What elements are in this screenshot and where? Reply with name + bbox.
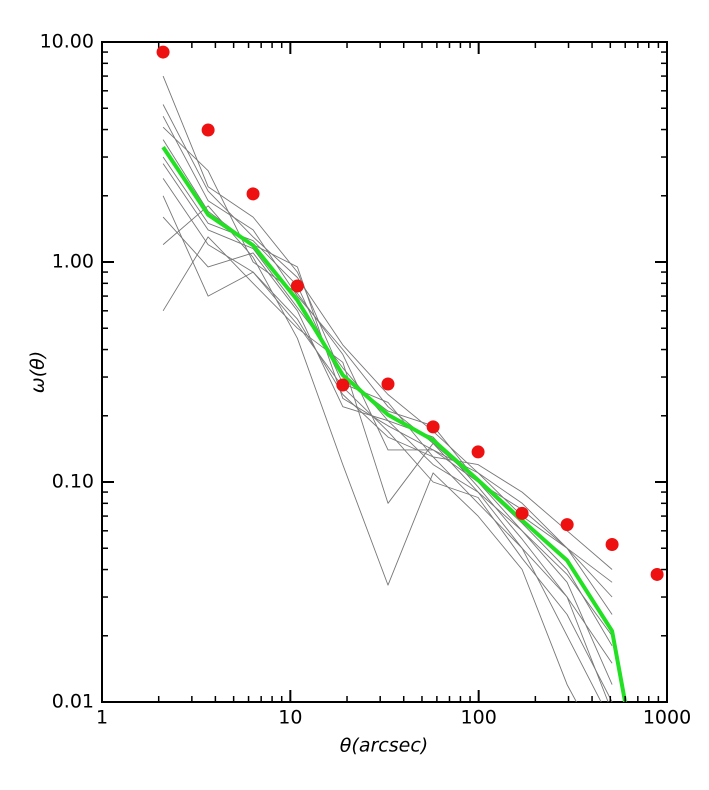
- data-point: [560, 518, 574, 532]
- data-point: [650, 567, 664, 581]
- data-point: [290, 279, 304, 293]
- series-line: [162, 126, 613, 615]
- plot-area: [161, 75, 628, 702]
- data-point: [156, 45, 170, 59]
- data-point: [605, 537, 619, 551]
- series-line: [162, 156, 613, 570]
- series-line: [162, 216, 613, 685]
- series-line: [162, 163, 609, 702]
- y-tick-label: 0.01: [52, 691, 94, 713]
- y-tick-label: 0.10: [52, 471, 94, 493]
- data-point: [381, 377, 395, 391]
- x-axis-label: θ(arcsec): [340, 735, 428, 757]
- y-axis-label: ω(θ): [27, 351, 49, 393]
- plot-frame: [101, 41, 668, 703]
- y-tick-label: 10.00: [40, 31, 94, 53]
- series-line: [161, 145, 628, 702]
- x-tick-label: 100: [461, 707, 497, 729]
- series-line: [162, 115, 613, 583]
- data-point: [336, 378, 350, 392]
- series-line: [162, 178, 613, 664]
- x-tick-label: 1000: [643, 707, 691, 729]
- data-point: [201, 123, 215, 137]
- data-point: [515, 506, 529, 520]
- data-point: [426, 420, 440, 434]
- series-line: [162, 205, 577, 702]
- series-line: [162, 104, 613, 598]
- series-line: [162, 236, 602, 702]
- series-line: [162, 75, 613, 647]
- y-tick-label: 1.00: [52, 251, 94, 273]
- series-line: [162, 195, 613, 702]
- x-tick-label: 10: [278, 707, 302, 729]
- x-tick-label: 1: [96, 707, 108, 729]
- data-point: [471, 445, 485, 459]
- data-point: [246, 187, 260, 201]
